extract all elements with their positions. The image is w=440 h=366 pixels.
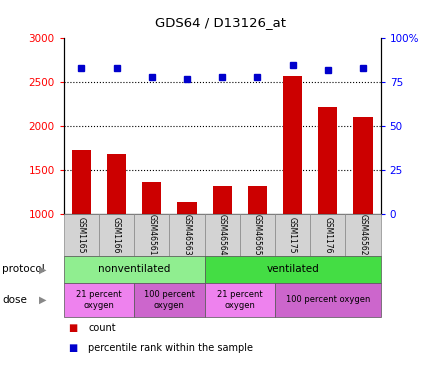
Text: nonventilated: nonventilated bbox=[98, 264, 170, 274]
Text: GSM1175: GSM1175 bbox=[288, 217, 297, 253]
Bar bbox=[142, 183, 161, 214]
Text: GSM1166: GSM1166 bbox=[112, 217, 121, 253]
Bar bbox=[353, 117, 373, 214]
Text: GSM46565: GSM46565 bbox=[253, 214, 262, 256]
Text: GDS64 / D13126_at: GDS64 / D13126_at bbox=[154, 16, 286, 30]
Text: 100 percent
oxygen: 100 percent oxygen bbox=[144, 290, 195, 310]
Bar bbox=[72, 150, 91, 214]
Bar bbox=[177, 202, 197, 214]
Text: ventilated: ventilated bbox=[266, 264, 319, 274]
Text: count: count bbox=[88, 322, 116, 333]
Text: ■: ■ bbox=[68, 322, 77, 333]
Text: GSM46562: GSM46562 bbox=[359, 214, 367, 256]
Text: GSM46564: GSM46564 bbox=[218, 214, 227, 256]
Text: dose: dose bbox=[2, 295, 27, 305]
Text: 100 percent oxygen: 100 percent oxygen bbox=[286, 295, 370, 305]
Text: ▶: ▶ bbox=[39, 295, 47, 305]
Text: GSM1165: GSM1165 bbox=[77, 217, 86, 253]
Bar bbox=[213, 186, 232, 214]
Text: ▶: ▶ bbox=[39, 264, 47, 274]
Text: protocol: protocol bbox=[2, 264, 45, 274]
Text: ■: ■ bbox=[68, 343, 77, 353]
Bar bbox=[283, 76, 302, 214]
Bar bbox=[318, 107, 337, 214]
Bar bbox=[107, 154, 126, 214]
Text: 21 percent
oxygen: 21 percent oxygen bbox=[76, 290, 122, 310]
Text: GSM1176: GSM1176 bbox=[323, 217, 332, 253]
Text: percentile rank within the sample: percentile rank within the sample bbox=[88, 343, 253, 353]
Text: 21 percent
oxygen: 21 percent oxygen bbox=[217, 290, 263, 310]
Text: GSM46563: GSM46563 bbox=[183, 214, 191, 256]
Text: GSM46561: GSM46561 bbox=[147, 214, 156, 256]
Bar bbox=[248, 186, 267, 214]
